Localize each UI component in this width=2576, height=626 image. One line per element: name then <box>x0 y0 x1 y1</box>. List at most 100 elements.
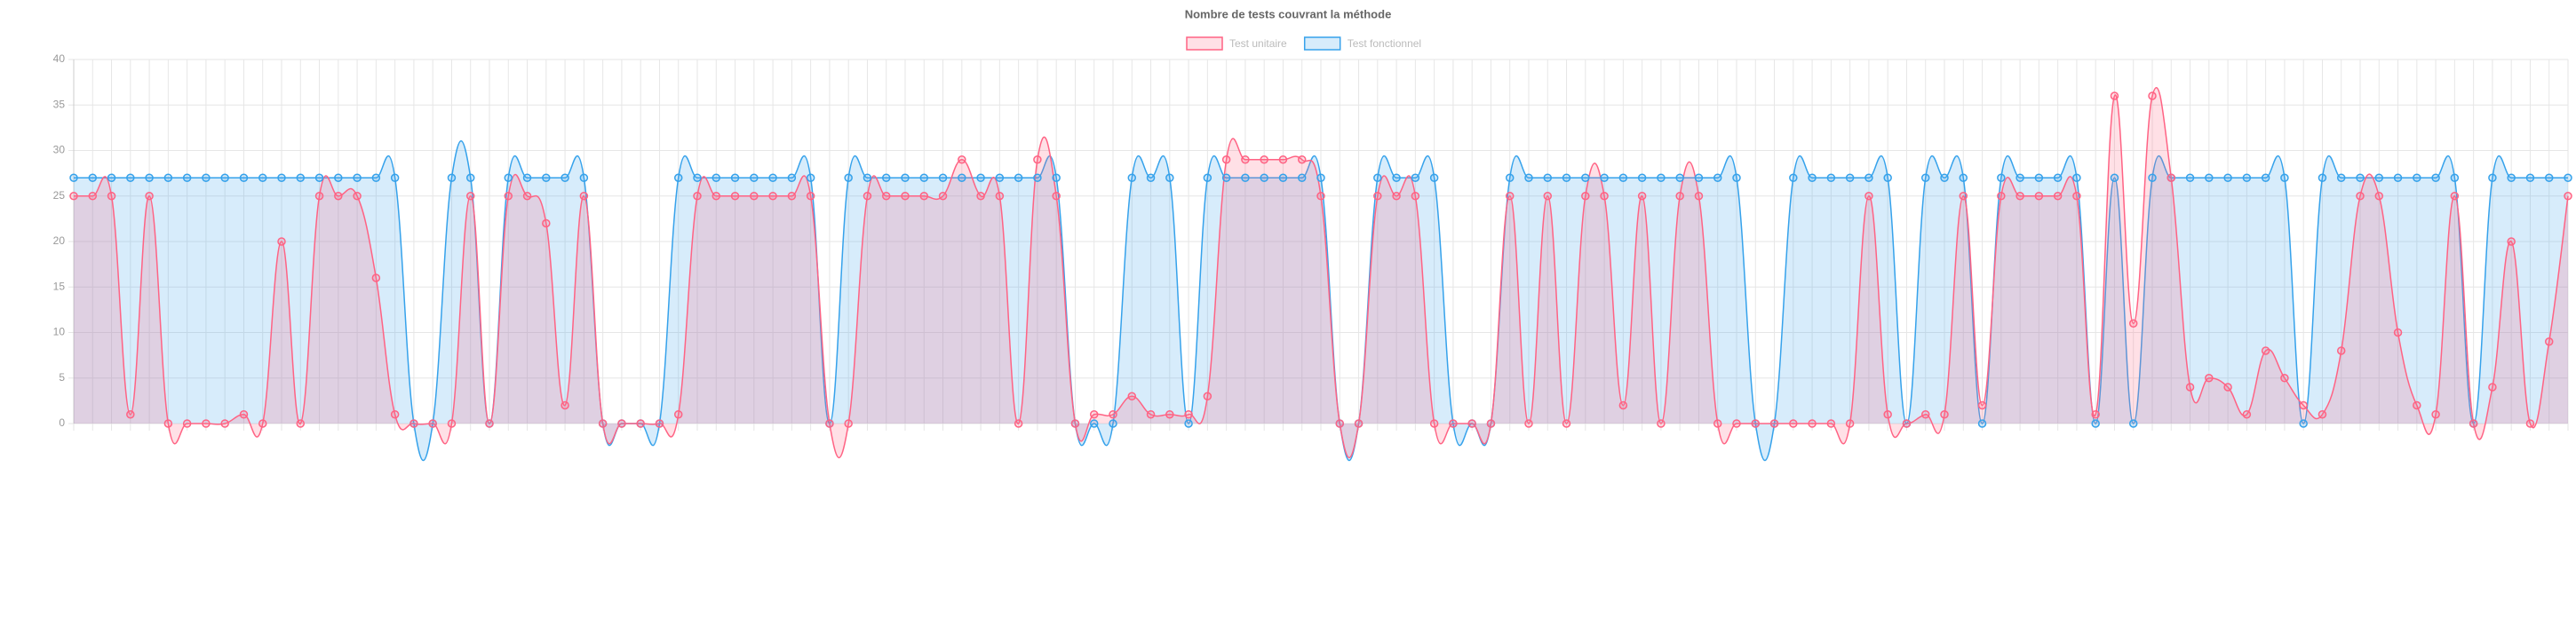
data-point <box>447 419 457 428</box>
data-point <box>1902 419 1912 428</box>
y-tick-label: 35 <box>53 98 66 110</box>
data-point <box>2242 410 2252 419</box>
data-point <box>995 192 1005 201</box>
data-point <box>1618 173 1628 182</box>
data-point <box>2525 419 2535 428</box>
data-point <box>1789 419 1798 428</box>
data-point <box>2185 383 2195 392</box>
data-point <box>1052 192 1061 201</box>
data-point <box>1657 173 1666 182</box>
data-point <box>1335 419 1345 428</box>
data-point <box>145 173 154 182</box>
data-point <box>1997 192 2006 201</box>
data-point <box>182 173 192 182</box>
data-point <box>1769 419 1779 428</box>
legend-swatch <box>1186 36 1223 51</box>
data-point <box>2525 173 2535 182</box>
data-point <box>88 192 98 201</box>
data-point <box>1600 192 1609 201</box>
data-point <box>958 155 966 164</box>
data-point <box>1411 173 1420 182</box>
data-point <box>202 419 211 428</box>
data-point <box>1146 410 1156 419</box>
data-point <box>768 192 777 201</box>
data-point <box>2148 173 2157 182</box>
y-tick-label: 0 <box>59 416 65 429</box>
data-point <box>1977 400 1987 410</box>
data-point <box>1694 192 1704 201</box>
data-point <box>919 173 929 182</box>
data-point <box>182 419 192 428</box>
data-point <box>2299 419 2308 428</box>
data-point <box>1808 419 1817 428</box>
data-point <box>995 173 1005 182</box>
data-point <box>1392 192 1401 201</box>
data-point <box>2393 173 2403 182</box>
data-point <box>2205 374 2214 383</box>
data-point <box>2053 173 2063 182</box>
data-point <box>1241 173 1250 182</box>
y-tick-label: 20 <box>53 234 66 247</box>
data-point <box>258 419 267 428</box>
data-point <box>2413 400 2421 410</box>
data-point <box>693 173 702 182</box>
data-point <box>787 173 797 182</box>
series-area <box>74 140 2568 461</box>
data-point <box>1260 173 1268 182</box>
data-point <box>2110 91 2119 100</box>
data-point <box>1845 173 1855 182</box>
data-point <box>1014 173 1023 182</box>
data-point <box>542 173 551 182</box>
data-point <box>1883 410 1892 419</box>
data-point <box>1033 173 1042 182</box>
data-point <box>1467 419 1476 428</box>
data-point <box>712 173 721 182</box>
data-point <box>2374 173 2384 182</box>
data-point <box>844 173 853 182</box>
data-point <box>353 192 362 201</box>
data-point <box>806 173 815 182</box>
data-point <box>579 192 589 201</box>
y-tick-label: 30 <box>53 144 66 156</box>
data-point <box>2488 383 2497 392</box>
data-point <box>2507 237 2516 246</box>
data-point <box>673 173 683 182</box>
data-point <box>2223 173 2232 182</box>
data-point <box>107 192 116 201</box>
data-point <box>258 173 267 182</box>
data-point <box>2336 173 2346 182</box>
data-point <box>485 419 494 428</box>
data-point <box>1864 192 1873 201</box>
data-point <box>1864 173 1873 182</box>
data-point <box>2450 192 2460 201</box>
data-point <box>504 173 513 182</box>
data-point <box>2336 346 2346 355</box>
data-point <box>296 173 306 182</box>
data-point <box>1543 192 1553 201</box>
data-point <box>1581 173 1590 182</box>
data-point <box>1033 155 1042 164</box>
data-point <box>353 173 362 182</box>
chart-title: Nombre de tests couvrant la méthode <box>1185 7 1392 20</box>
data-point <box>314 192 324 201</box>
data-point <box>371 173 381 182</box>
data-point <box>673 410 683 419</box>
y-tick-label: 25 <box>53 189 66 202</box>
y-tick-label: 15 <box>53 280 66 292</box>
data-point <box>1221 155 1231 164</box>
data-point <box>1940 410 1949 419</box>
data-point <box>1411 192 1420 201</box>
data-point <box>561 173 569 182</box>
data-point <box>2128 319 2138 328</box>
data-point <box>768 173 777 182</box>
data-point <box>598 419 608 428</box>
data-point <box>2356 173 2365 182</box>
data-point <box>1713 419 1722 428</box>
data-point <box>447 173 457 182</box>
data-point <box>126 410 135 419</box>
data-point <box>69 192 78 201</box>
data-point <box>1997 173 2006 182</box>
data-point <box>901 173 910 182</box>
data-point <box>1429 173 1439 182</box>
data-point <box>617 419 626 428</box>
